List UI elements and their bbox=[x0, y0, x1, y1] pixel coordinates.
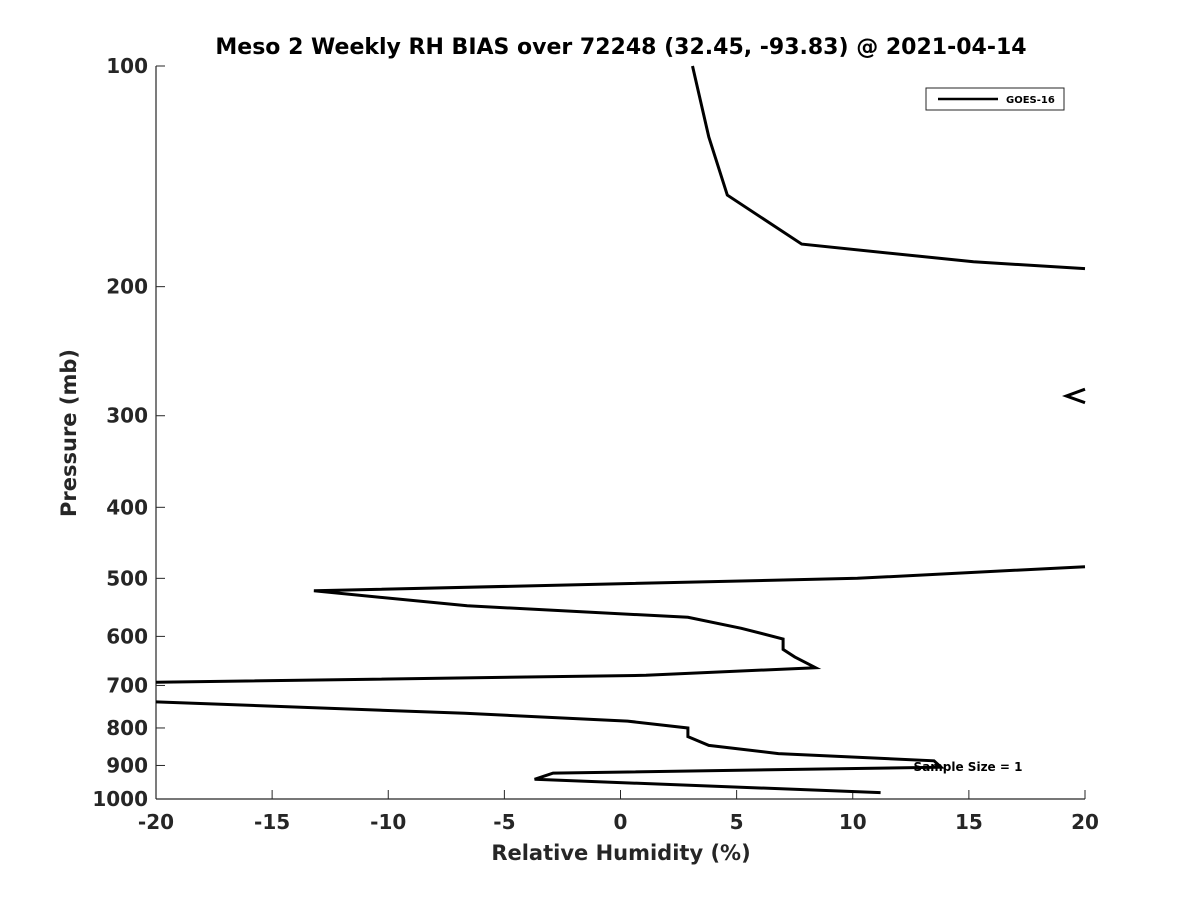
legend-label-goes16: GOES-16 bbox=[1006, 95, 1055, 106]
legend[interactable]: GOES-16 bbox=[925, 87, 1065, 111]
y-tick-label: 100 bbox=[106, 54, 148, 78]
x-tick-label: 15 bbox=[955, 810, 983, 834]
x-tick-label: -10 bbox=[370, 810, 406, 834]
x-tick-label: 5 bbox=[730, 810, 744, 834]
y-axis-label: Pressure (mb) bbox=[57, 349, 81, 517]
y-tick-label: 700 bbox=[106, 673, 148, 697]
y-tick-label: 600 bbox=[106, 624, 148, 648]
x-tick-label: 20 bbox=[1071, 810, 1099, 834]
x-tick-label: -20 bbox=[138, 810, 174, 834]
x-axis-ticks: -20 -15 -10 -5 0 5 10 15 20 bbox=[138, 790, 1099, 834]
y-tick-label: 1000 bbox=[92, 787, 148, 811]
series-lines bbox=[155, 65, 1086, 795]
x-tick-label: 10 bbox=[839, 810, 867, 834]
x-tick-label: 0 bbox=[614, 810, 628, 834]
y-tick-label: 800 bbox=[106, 716, 148, 740]
series-line-goes16 bbox=[1062, 387, 1086, 405]
y-axis-ticks: 100 200 300 400 500 600 700 800 900 1000 bbox=[92, 54, 165, 811]
plot-area bbox=[155, 66, 1085, 800]
x-tick-label: -5 bbox=[493, 810, 515, 834]
x-axis-label: Relative Humidity (%) bbox=[491, 841, 750, 865]
y-tick-label: 200 bbox=[106, 275, 148, 299]
series-line-goes16 bbox=[155, 700, 945, 795]
y-tick-label: 900 bbox=[106, 753, 148, 777]
sample-size-annotation: Sample Size = 1 bbox=[914, 760, 1023, 774]
y-tick-label: 400 bbox=[106, 495, 148, 519]
series-line-goes16 bbox=[155, 565, 1086, 684]
y-tick-label: 500 bbox=[106, 566, 148, 590]
series-line-goes16 bbox=[691, 65, 1086, 271]
chart-title: Meso 2 Weekly RH BIAS over 72248 (32.45,… bbox=[215, 35, 1026, 60]
y-tick-label: 300 bbox=[106, 404, 148, 428]
x-tick-label: -15 bbox=[254, 810, 290, 834]
